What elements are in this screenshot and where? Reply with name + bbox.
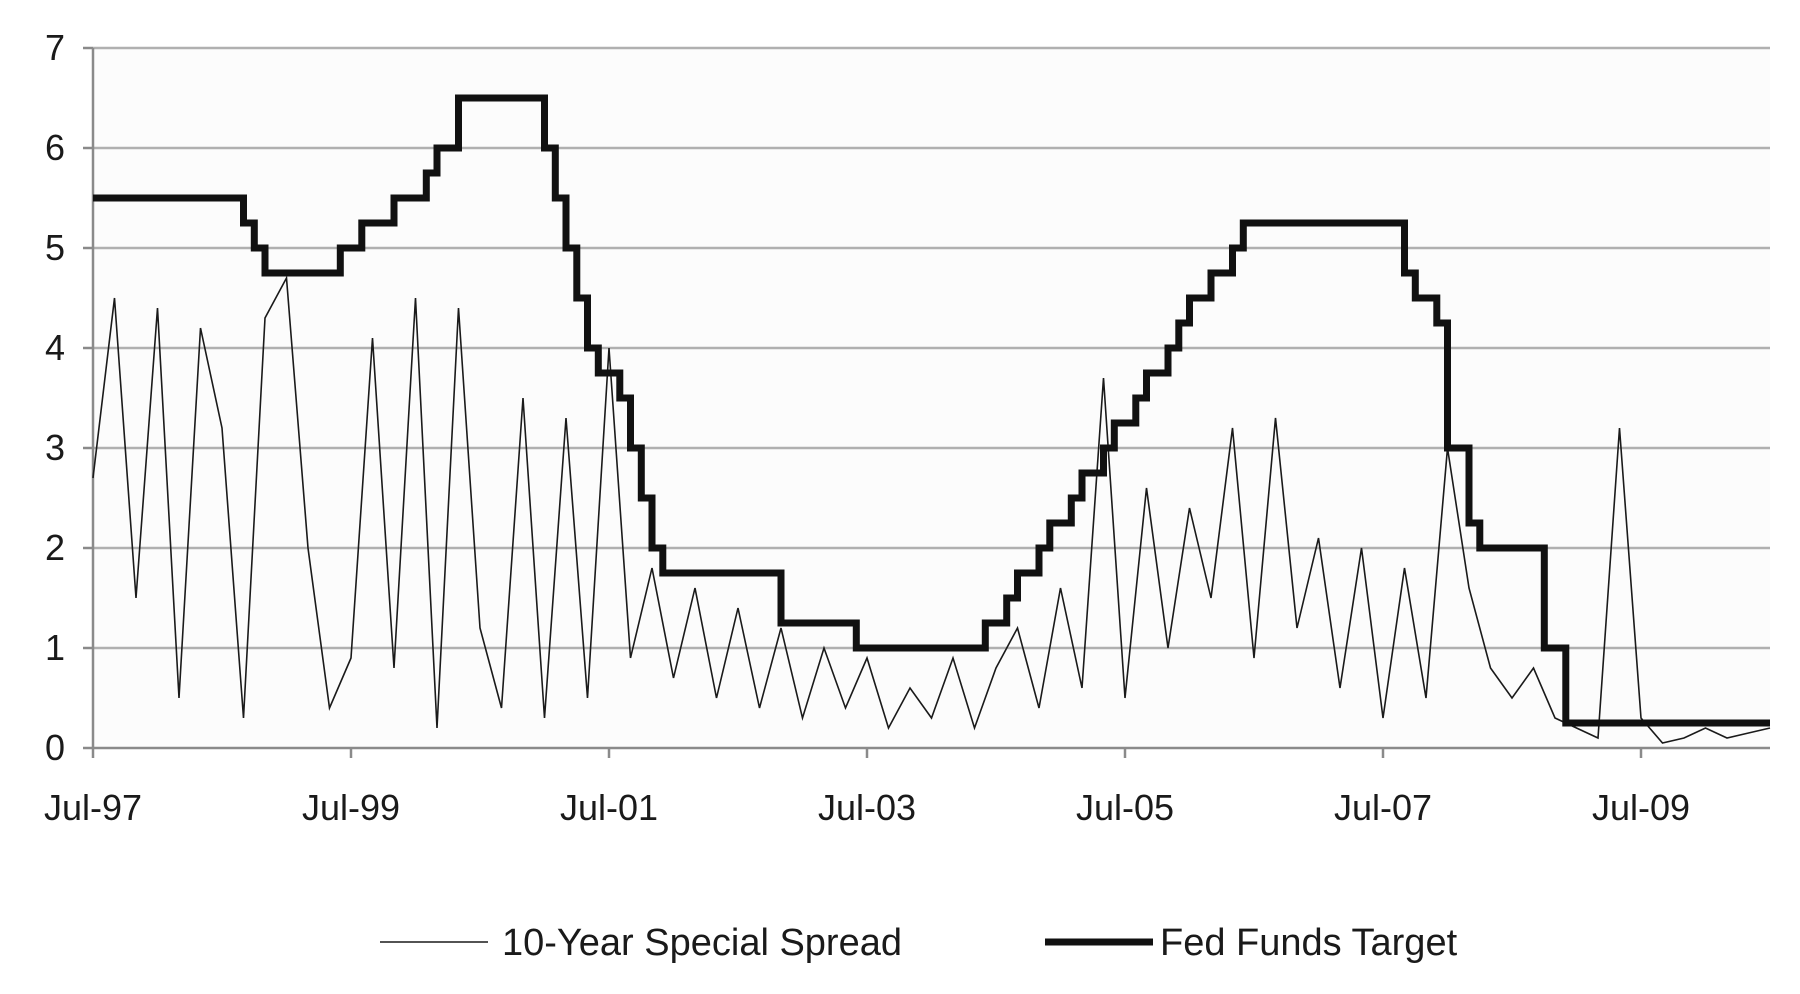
legend-label-1: Fed Funds Target: [1160, 922, 1458, 964]
x-tick-label-0: Jul-97: [44, 787, 142, 828]
x-tick-label-4: Jul-05: [1076, 787, 1174, 828]
legend-label-0: 10-Year Special Spread: [502, 922, 902, 964]
y-tick-label-6: 6: [45, 127, 65, 168]
y-tick-label-7: 7: [45, 27, 65, 68]
y-tick-label-4: 4: [45, 327, 65, 368]
y-tick-label-5: 5: [45, 227, 65, 268]
series-line-0: [92, 275, 1771, 744]
x-tick-label-3: Jul-03: [818, 787, 916, 828]
x-tick-label-6: Jul-09: [1592, 787, 1690, 828]
x-tick-label-2: Jul-01: [560, 787, 658, 828]
plot-background: [93, 48, 1770, 748]
axes: [83, 46, 1770, 758]
series-layer: [92, 94, 1771, 744]
x-tick-label-5: Jul-07: [1334, 787, 1432, 828]
legend: 10-Year Special Spread Fed Funds Target: [380, 922, 1458, 964]
x-tick-labels: Jul-97 Jul-99 Jul-01 Jul-03 Jul-05 Jul-07 Jul-…: [44, 787, 1690, 828]
x-tick-label-1: Jul-99: [302, 787, 400, 828]
y-tick-label-1: 1: [45, 627, 65, 668]
y-tick-label-2: 2: [45, 527, 65, 568]
y-tick-label-3: 3: [45, 427, 65, 468]
y-tick-labels: 0 1 2 3 4 5 6 7: [45, 27, 65, 768]
series-line-1: [93, 94, 1770, 727]
y-tick-label-0: 0: [45, 727, 65, 768]
